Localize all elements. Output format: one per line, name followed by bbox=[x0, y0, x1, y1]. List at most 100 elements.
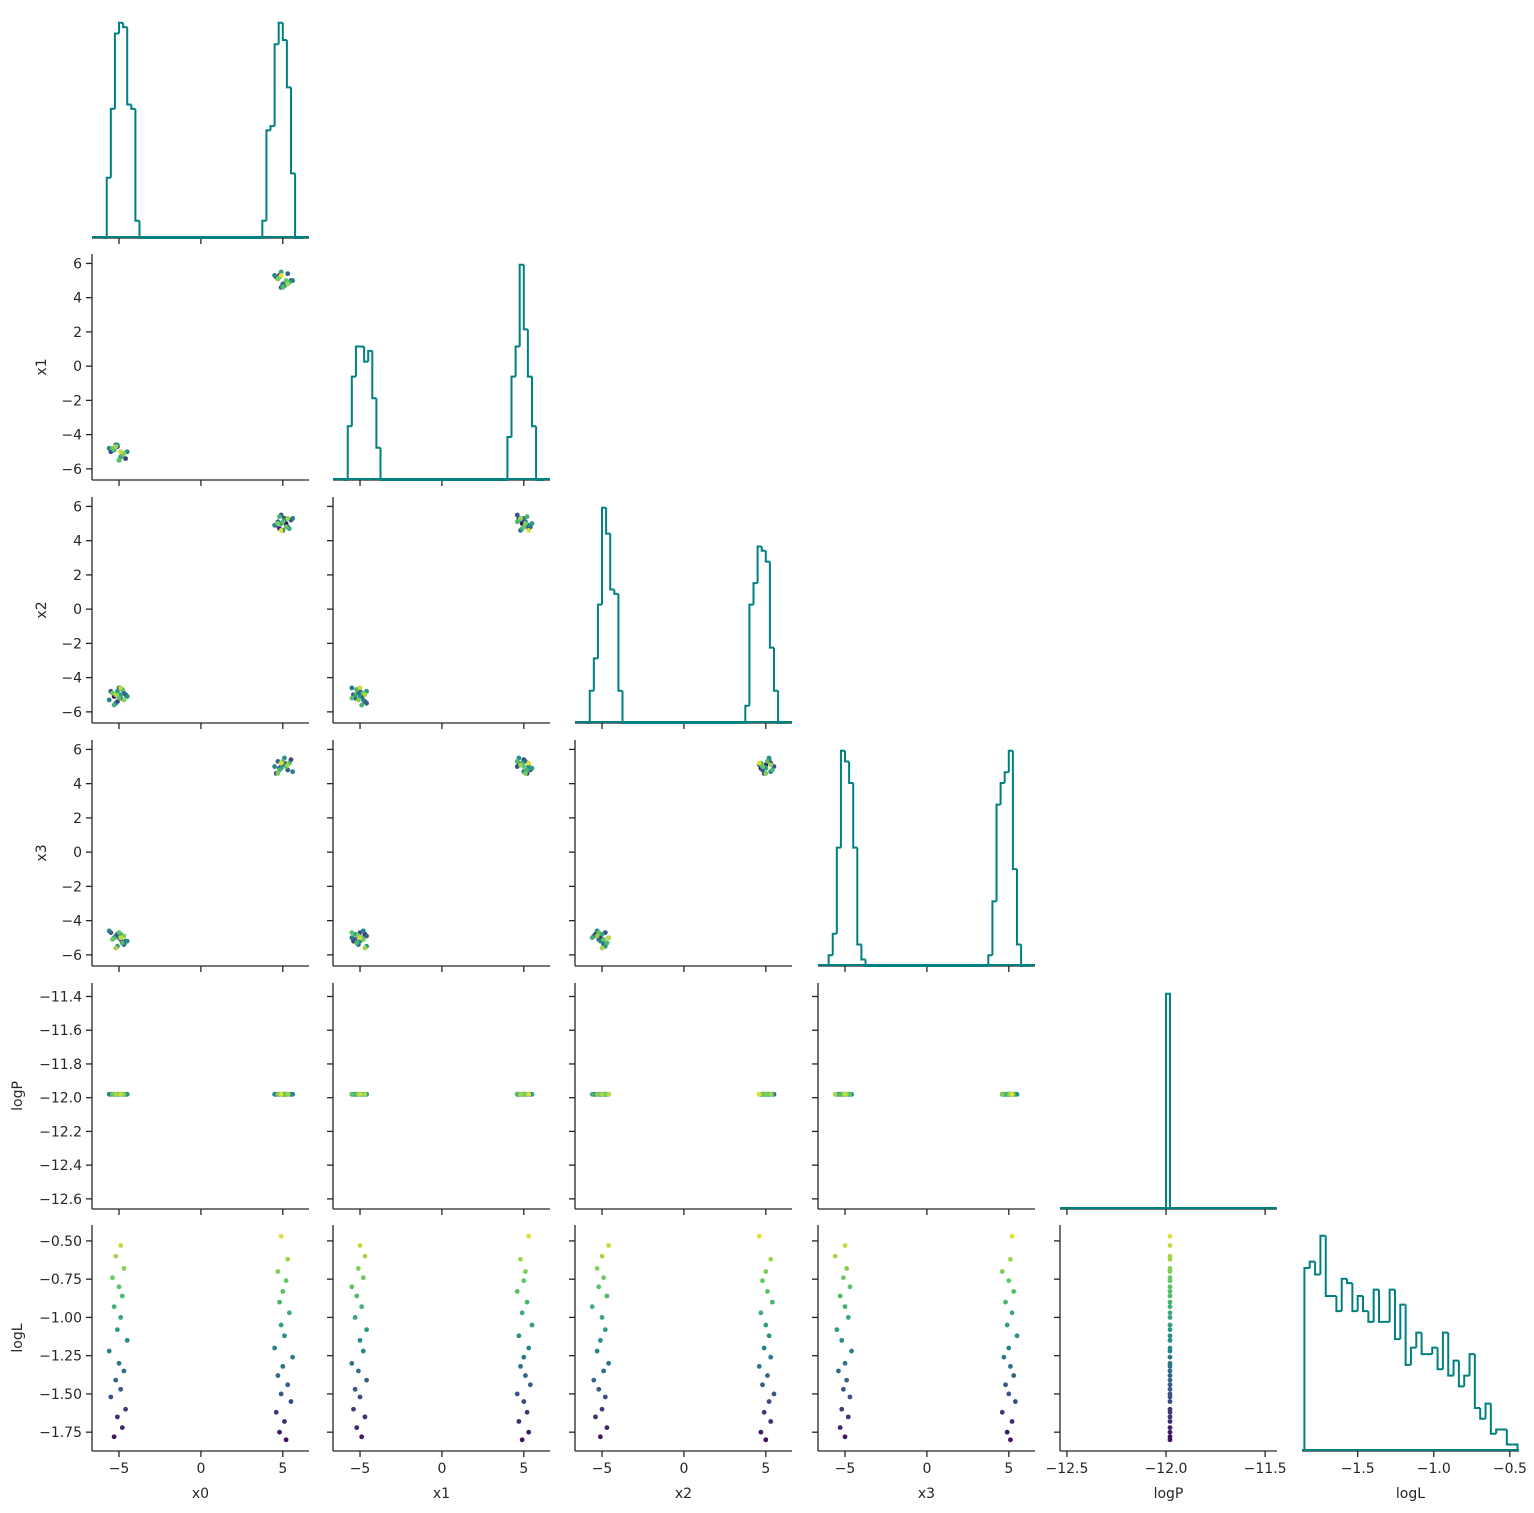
hist-step bbox=[1314, 1261, 1321, 1276]
scatter-point bbox=[1167, 1437, 1173, 1443]
scatter-point bbox=[124, 938, 130, 944]
scatter-point bbox=[765, 1373, 770, 1378]
scatter-point bbox=[1014, 1333, 1020, 1339]
hist-step bbox=[1436, 1347, 1443, 1371]
hist-step bbox=[518, 263, 524, 347]
scatter-point bbox=[1167, 1322, 1173, 1328]
scatter-point bbox=[118, 685, 124, 691]
hist-step bbox=[1431, 1346, 1438, 1355]
scatter-point bbox=[285, 762, 291, 768]
scatter-point bbox=[106, 928, 112, 934]
x-tick-label: −5 bbox=[592, 1461, 613, 1477]
scatter-point bbox=[599, 1253, 605, 1259]
scatter-point bbox=[1167, 1233, 1173, 1239]
y-tick-label: 6 bbox=[73, 499, 82, 515]
scatter-point bbox=[285, 516, 291, 521]
scatter-point bbox=[108, 1394, 114, 1400]
hist-step bbox=[530, 376, 537, 428]
scatter-point bbox=[756, 1363, 762, 1369]
scatter-point bbox=[290, 516, 296, 521]
hist-step bbox=[768, 561, 774, 649]
x-tick-label: 0 bbox=[437, 1461, 446, 1477]
scatter-point bbox=[272, 1345, 278, 1351]
hist-step bbox=[1489, 1403, 1497, 1435]
scatter-point bbox=[589, 1304, 595, 1310]
scatter-point bbox=[354, 940, 360, 946]
scatter-point bbox=[763, 770, 769, 776]
hist-step bbox=[285, 39, 291, 89]
scatter-point bbox=[604, 1425, 610, 1430]
scatter-point bbox=[594, 933, 600, 939]
y-tick-label: −12.6 bbox=[39, 1192, 82, 1208]
scatter-point bbox=[999, 1091, 1005, 1097]
scatter-point bbox=[111, 702, 117, 708]
scatter-point bbox=[118, 1243, 124, 1248]
scatter-point bbox=[359, 1434, 365, 1440]
scatter-point bbox=[842, 1304, 848, 1310]
hist-step bbox=[1007, 749, 1013, 773]
hist-step bbox=[1324, 1235, 1332, 1298]
hist-step bbox=[748, 603, 754, 706]
y-axis-label: x3 bbox=[34, 844, 50, 861]
scatter-point bbox=[277, 514, 282, 520]
scatter-point bbox=[1167, 1386, 1173, 1392]
scatter-point bbox=[118, 449, 124, 455]
scatter-point bbox=[529, 521, 535, 526]
scatter-point bbox=[275, 276, 281, 282]
scatter-point bbox=[599, 1406, 605, 1412]
scatter-point bbox=[763, 1091, 769, 1097]
scatter-point bbox=[113, 1377, 119, 1383]
hist-step bbox=[261, 219, 267, 238]
scatter-point bbox=[523, 1269, 528, 1274]
hist-step bbox=[1003, 771, 1009, 784]
scatter-point bbox=[275, 1373, 281, 1378]
hist-step bbox=[1020, 944, 1026, 967]
scatter-point bbox=[355, 1266, 361, 1271]
scatter-point bbox=[278, 760, 284, 766]
y-tick-label: 0 bbox=[73, 602, 82, 618]
scatter-point bbox=[760, 1278, 765, 1284]
x-tick-label: −5 bbox=[835, 1461, 856, 1477]
hist-step bbox=[1308, 1260, 1316, 1269]
x-axis-label: x1 bbox=[433, 1486, 450, 1502]
hist-step bbox=[265, 129, 271, 221]
y-tick-label: −12.0 bbox=[39, 1091, 82, 1107]
y-tick-label: −2 bbox=[61, 393, 82, 409]
scatter-point bbox=[1009, 1233, 1015, 1239]
y-axis-label: logP bbox=[10, 1081, 26, 1111]
scatter-point bbox=[597, 1434, 603, 1440]
scatter-point bbox=[1167, 1363, 1173, 1369]
hist-step bbox=[367, 349, 373, 362]
scatter-point bbox=[514, 759, 520, 764]
scatter-point bbox=[756, 1233, 762, 1239]
hist-step bbox=[1404, 1304, 1411, 1366]
scatter-point bbox=[604, 940, 610, 946]
scatter-point bbox=[847, 1394, 853, 1400]
hist-step bbox=[526, 329, 532, 378]
scatter-point bbox=[836, 1368, 841, 1374]
scatter-point bbox=[113, 1253, 119, 1259]
scatter-point bbox=[110, 937, 115, 942]
scatter-point bbox=[1167, 1368, 1173, 1374]
scatter-point bbox=[604, 1293, 610, 1299]
scatter-point bbox=[1004, 1322, 1010, 1328]
scatter-point bbox=[765, 1289, 770, 1294]
scatter-point bbox=[116, 457, 122, 463]
scatter-point bbox=[275, 770, 281, 776]
y-tick-label: −0.75 bbox=[39, 1272, 82, 1288]
hist-step bbox=[764, 550, 770, 563]
scatter-point bbox=[119, 1293, 125, 1299]
x-tick-label: 0 bbox=[196, 1461, 205, 1477]
hist-step bbox=[1362, 1296, 1369, 1313]
scatter-point bbox=[118, 1315, 124, 1320]
scatter-point bbox=[589, 935, 595, 941]
scatter-point bbox=[526, 1091, 532, 1097]
scatter-point bbox=[1167, 1414, 1173, 1420]
hist-step bbox=[1420, 1332, 1427, 1356]
y-axis-label: x1 bbox=[34, 358, 50, 375]
scatter-point bbox=[1167, 1345, 1173, 1351]
hist-step bbox=[289, 87, 296, 175]
y-tick-label: 0 bbox=[73, 359, 82, 375]
scatter-point bbox=[359, 702, 365, 708]
